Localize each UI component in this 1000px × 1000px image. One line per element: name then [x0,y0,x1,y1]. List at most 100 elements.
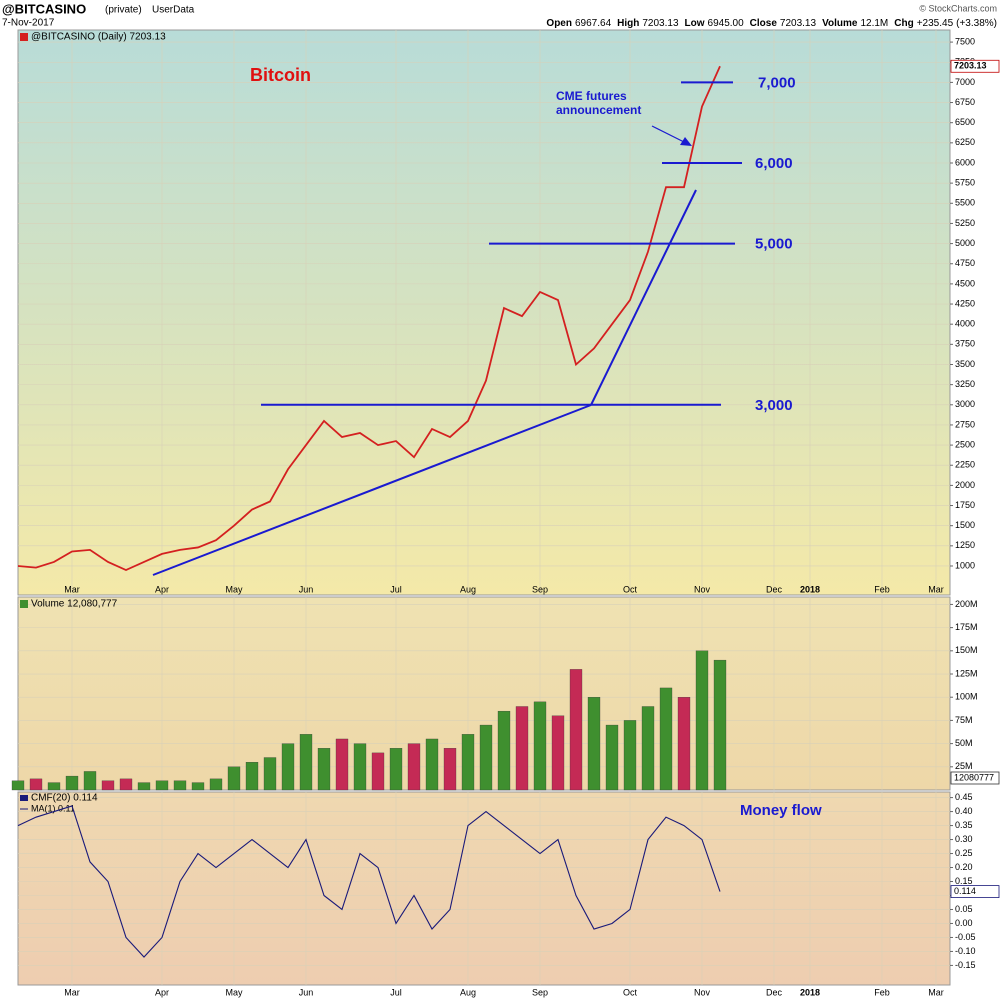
y-tick-label: 5000 [955,238,975,248]
volume-bar [245,762,259,791]
quote-part: Close [750,18,778,29]
volume-bar [101,780,115,791]
x-tick-label: Jul [390,987,402,997]
volume-bar [299,734,313,791]
volume-bar [461,734,475,791]
grid [18,30,950,985]
y-tick-label: 150M [955,645,978,655]
level-label: 6,000 [755,155,793,172]
volume-bar [119,778,133,791]
y-tick-label: 175M [955,622,978,632]
price-panel [17,29,951,596]
x-tick-label: Nov [694,987,711,997]
y-tick-label: 6750 [955,97,975,107]
volume-bar [515,706,529,791]
volume-bar [695,650,709,791]
volume-bar [137,782,151,791]
y-tick-label: 3000 [955,399,975,409]
x-tick-label: Apr [155,987,169,997]
volume-bar [335,738,349,791]
x-tick-label: Sep [532,987,548,997]
x-tick-label: Apr [155,584,169,594]
y-tick-label: 1500 [955,520,975,530]
y-tick-label: 0.25 [955,848,973,858]
x-tick-label: Jun [299,584,314,594]
volume-bar [65,775,79,791]
quote-part: 7203.13 [780,18,817,29]
x-tick-label: Nov [694,584,711,594]
volume-bar [623,720,637,791]
y-tick-label: 4750 [955,258,975,268]
y-tick-label: 0.20 [955,862,973,872]
level-label: 5,000 [755,236,793,253]
cmf-legend: CMF(20) 0.114 [31,793,98,804]
annotation-arrow [651,125,685,143]
volume-bar [425,738,439,791]
x-tick-label: Mar [64,987,80,997]
y-tick-label: 3500 [955,359,975,369]
x-tick-label: Oct [623,584,638,594]
volume-bar [587,697,601,791]
volume-bar [227,766,241,791]
x-tick-label: Dec [766,584,783,594]
x-tick-label: Mar [64,584,80,594]
ma-legend: MA(1) 0.11 [31,803,75,813]
x-tick-label: Jun [299,987,314,997]
y-tick-label: 1750 [955,500,975,510]
copyright: © StockCharts.com [919,3,997,13]
y-tick-label: -0.05 [955,932,976,942]
volume-bar [407,743,421,791]
last-value-label: 0.114 [954,886,976,896]
x-tick-label: Mar [928,987,944,997]
last-value-label: 7203.13 [954,61,987,71]
volume-bar [353,743,367,791]
y-tick-label: 4500 [955,278,975,288]
y-tick-label: 7000 [955,77,975,87]
x-tick-label: Dec [766,987,783,997]
y-tick-label: 75M [955,715,973,725]
volume-bar [533,701,547,791]
volume-bar [11,780,25,791]
chart-title: Bitcoin [250,65,311,85]
volume-legend: Volume 12,080,777 [31,599,118,610]
symbol: @BITCASINO [2,1,86,16]
y-tick-label: 50M [955,738,973,748]
last-value-box [950,771,1000,785]
level-label: 3,000 [755,397,793,414]
y-tick-label: 6250 [955,137,975,147]
y-tick-label: 5500 [955,198,975,208]
volume-bar [263,757,277,791]
price-line [17,65,721,572]
volume-bar [551,715,565,791]
y-tick-label: 2750 [955,419,975,429]
arrow-head [680,137,692,146]
y-tick-label: 4000 [955,319,975,329]
y-tick-label: 1250 [955,540,975,550]
quote-part: +235.45 [917,18,954,29]
annotation: CME futures [556,89,627,103]
x-tick-label: Aug [460,584,476,594]
trendline [152,404,592,576]
y-tick-label: 0.40 [955,806,973,816]
x-tick-label: Sep [532,584,548,594]
quote: Open 6967.64 High 7203.13 Low 6945.00 Close 720… [546,18,997,29]
y-tick-label: 0.45 [955,792,973,802]
quote-part: 6945.00 [708,18,745,29]
x-tick-label: Oct [623,987,638,997]
volume-bar [47,782,61,791]
volume-bar [479,724,493,791]
y-tick-label: 100M [955,692,978,702]
price-legend: @BITCASINO (Daily) 7203.13 [31,32,166,43]
y-tick-label: 0.15 [955,876,973,886]
y-tick-label: -0.15 [955,960,976,970]
quote-part: Open [546,18,572,29]
y-tick-label: 2000 [955,480,975,490]
y-tick-label: 7500 [955,36,975,46]
x-tick-label: Aug [460,987,476,997]
x-tick-label: 2018 [800,584,820,594]
quote-part: Low [685,18,705,29]
volume-bar [659,687,673,791]
quote-part: (+3.38%) [956,18,997,29]
y-tick-label: 2500 [955,439,975,449]
